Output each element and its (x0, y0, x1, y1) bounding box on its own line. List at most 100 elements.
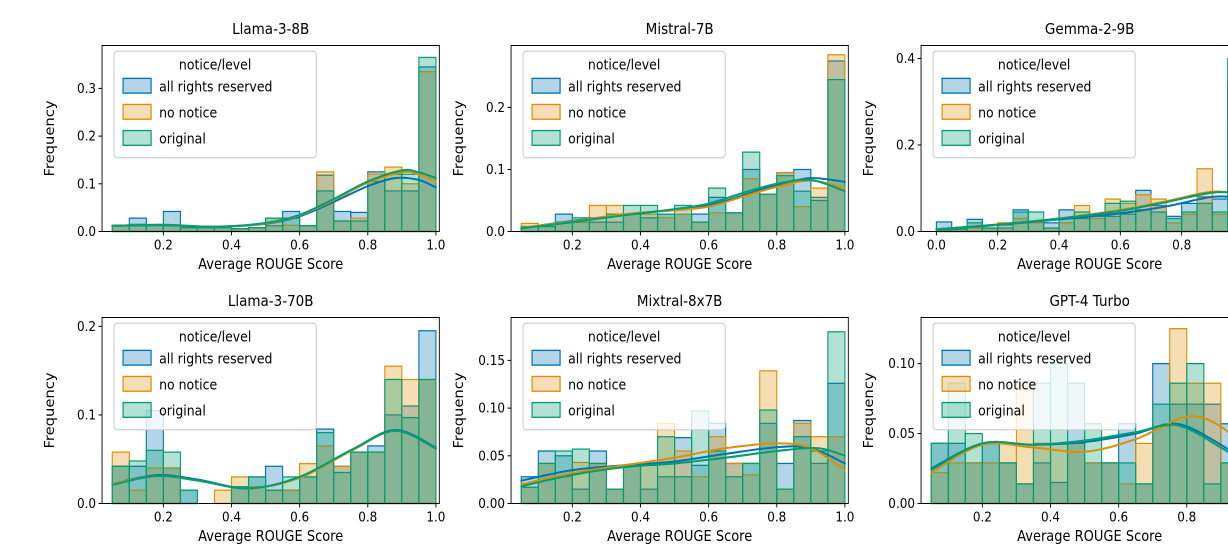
histogram-series-no-notice (111, 71, 437, 233)
kde-line-original (930, 423, 1228, 472)
legend-swatch-original (122, 402, 152, 419)
x-tick-label: 0.4 (222, 510, 241, 526)
y-tick-label: 0.2 (77, 319, 96, 335)
legend-title: notice/level (179, 330, 251, 346)
figure-grid: 0.2 0.4 0.6 0.8 1.0 0.0 0.1 0.2 0.3 Llama-3-8B Ave… (42, 21, 1228, 546)
histogram-bar (333, 472, 352, 505)
histogram-bar (1168, 382, 1187, 505)
legend-label: all rights reserved (978, 80, 1091, 96)
y-axis-label: Frequency (43, 373, 58, 449)
y-axis-label: Frequency (452, 100, 467, 176)
histogram-bar (1196, 202, 1213, 233)
chart-llama-3-8b: 0.2 0.4 0.6 0.8 1.0 0.0 0.1 0.2 0.3 Llama-3-8B Ave… (43, 21, 446, 273)
x-tick-label: 0.2 (563, 238, 582, 254)
legend-title: notice/level (998, 58, 1070, 74)
x-tick-label: 0.8 (358, 510, 377, 526)
histogram-bar (810, 450, 829, 505)
histogram-bar (265, 489, 284, 505)
histogram-bar (827, 331, 846, 505)
legend-swatch-no-notice (941, 375, 971, 393)
x-tick-label: 0.2 (988, 238, 1007, 254)
histogram-bar (623, 204, 642, 233)
x-axis-label: Average ROUGE Score (198, 528, 343, 545)
axes: 0.2 0.4 0.6 0.8 1.0 0.0 0.1 0.2 0.3 (77, 44, 445, 254)
y-axis-label: Frequency (43, 100, 58, 176)
legend-title: notice/level (588, 58, 660, 74)
x-axis-label: Average ROUGE Score (198, 256, 343, 273)
legend-label: all rights reserved (159, 352, 272, 368)
panel-title: Mistral-7B (646, 21, 714, 38)
histogram-bar (725, 212, 744, 233)
histogram-bar (213, 489, 233, 505)
plot-border (920, 44, 1228, 232)
histogram-bar (1219, 462, 1228, 505)
legend-label: no notice (159, 378, 217, 394)
legend-swatch-original (122, 129, 152, 146)
x-tick-label: 0.4 (631, 510, 650, 526)
histogram-bar (247, 227, 267, 233)
x-tick-label: 1.0 (426, 510, 445, 526)
x-axis-label: Average ROUGE Score (607, 256, 752, 273)
legend-box (113, 50, 317, 159)
y-tick-label: 0.05 (888, 427, 915, 443)
chart-mistral-7b: 0.2 0.4 0.6 0.8 1.0 0.0 0.1 0.2 Mistral-7B Averag… (452, 21, 855, 273)
x-tick-label: 0.2 (563, 510, 582, 526)
panel-title: Gemma-2-9B (1045, 21, 1134, 38)
histogram-bar (1150, 211, 1167, 233)
panel-llama-3-70b: 0.2 0.4 0.6 0.8 1.0 0.0 0.1 0.2 Llama-3-70B Avera… (40, 288, 449, 560)
histogram-bar (128, 460, 147, 505)
x-tick-label: 0.6 (699, 238, 718, 254)
legend-swatch-all-rights-reserved (531, 349, 562, 366)
x-tick-label: 0.8 (1172, 238, 1191, 254)
histogram-bar (179, 489, 198, 505)
plot-border (510, 44, 850, 232)
histogram-bar (367, 451, 386, 505)
histogram-bar (367, 180, 386, 233)
legend-label: original (568, 404, 615, 420)
histogram-bar (1015, 483, 1034, 505)
histogram-bar (657, 436, 676, 505)
panel-title: Mixtral-8x7B (637, 294, 723, 311)
x-axis-label: Average ROUGE Score (1017, 256, 1162, 273)
x-tick-label: 0.4 (631, 238, 650, 254)
histogram-bar (759, 193, 778, 233)
plot-border (101, 44, 440, 232)
x-tick-label: 0.4 (222, 238, 241, 254)
x-tick-label: 0.8 (358, 238, 377, 254)
x-tick-label: 0.8 (768, 238, 787, 254)
chart-gemma-2-9b: 0.00.20.40.60.81.00.00.20.4Gemma-2-9BAve… (861, 21, 1228, 273)
y-tick-label: 0.10 (888, 357, 915, 373)
legend-title: notice/level (998, 330, 1070, 346)
histogram-bar (998, 462, 1017, 505)
legend-swatch-original (531, 402, 562, 419)
histogram-bar (196, 227, 216, 233)
histogram-bar (538, 462, 557, 505)
histogram-bar (418, 56, 437, 233)
x-tick-label: 1.0 (836, 238, 855, 254)
y-tick-label: 0.2 (77, 129, 96, 145)
legend-box (522, 322, 727, 431)
y-axis-label: Frequency (861, 373, 876, 449)
x-tick-label: 0.6 (699, 510, 718, 526)
x-tick-label: 0.8 (1177, 510, 1196, 526)
y-tick-label: 0.1 (77, 177, 96, 193)
legend-box (932, 322, 1136, 431)
legend-swatch-original (941, 129, 971, 146)
histogram-bar (350, 451, 369, 505)
legend: notice/level all rights reserved no notice… (932, 322, 1136, 431)
histogram-bar (384, 379, 403, 505)
legend-box (522, 50, 727, 159)
chart-mixtral-8x7b: 0.2 0.4 0.6 0.8 1.0 0.00 0.05 0.10 0.15 Mixtral-8… (452, 294, 855, 546)
y-tick-label: 0.0 (486, 224, 505, 240)
histogram-bar (299, 225, 318, 233)
y-tick-label: 0.1 (486, 162, 505, 178)
x-tick-label: 0.8 (768, 510, 787, 526)
legend-title: notice/level (179, 58, 251, 74)
y-tick-label: 0.15 (479, 353, 506, 369)
histogram-bar (1088, 215, 1106, 233)
histogram-bar (1134, 209, 1152, 233)
histogram-bar (179, 227, 198, 233)
legend-swatch-all-rights-reserved (531, 77, 562, 94)
x-tick-label: 0.6 (1109, 510, 1128, 526)
legend-label: original (978, 132, 1025, 148)
